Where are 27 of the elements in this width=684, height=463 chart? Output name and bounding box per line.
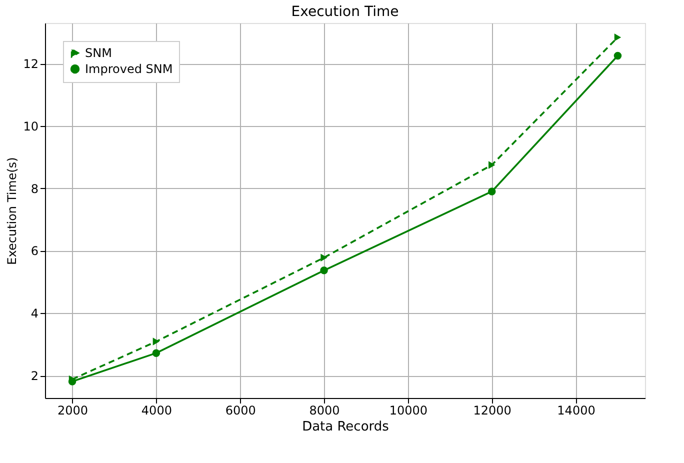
y-axis-title: Execution Time(s) <box>5 157 20 265</box>
point <box>320 266 328 274</box>
x-tick-label: 8000 <box>309 404 340 418</box>
x-tick-label: 6000 <box>225 404 256 418</box>
y-tick-label: 2 <box>30 369 38 384</box>
legend-label: SNM <box>85 46 112 60</box>
x-tick-label: 4000 <box>141 404 172 418</box>
point <box>68 375 76 384</box>
y-tick-label: 4 <box>30 306 38 321</box>
point <box>614 33 622 42</box>
point <box>320 254 328 262</box>
y-tick-label: 6 <box>30 244 38 258</box>
x-tick-label: 10000 <box>389 404 428 418</box>
point <box>152 349 160 357</box>
x-tick-label: 12000 <box>473 404 512 418</box>
y-tick-label: 8 <box>30 182 38 196</box>
point <box>488 161 496 169</box>
chart-title: Execution Time <box>291 4 399 20</box>
point <box>152 338 160 346</box>
point <box>488 188 496 196</box>
y-tick-label: 10 <box>23 119 38 134</box>
x-tick-label: 2000 <box>58 404 88 418</box>
point <box>614 52 622 60</box>
x-axis-title: Data Records <box>302 420 390 434</box>
legend-label: Improved SNM <box>85 62 173 76</box>
x-tick-label: 14000 <box>557 404 596 418</box>
y-tick-label: 12 <box>23 57 38 72</box>
